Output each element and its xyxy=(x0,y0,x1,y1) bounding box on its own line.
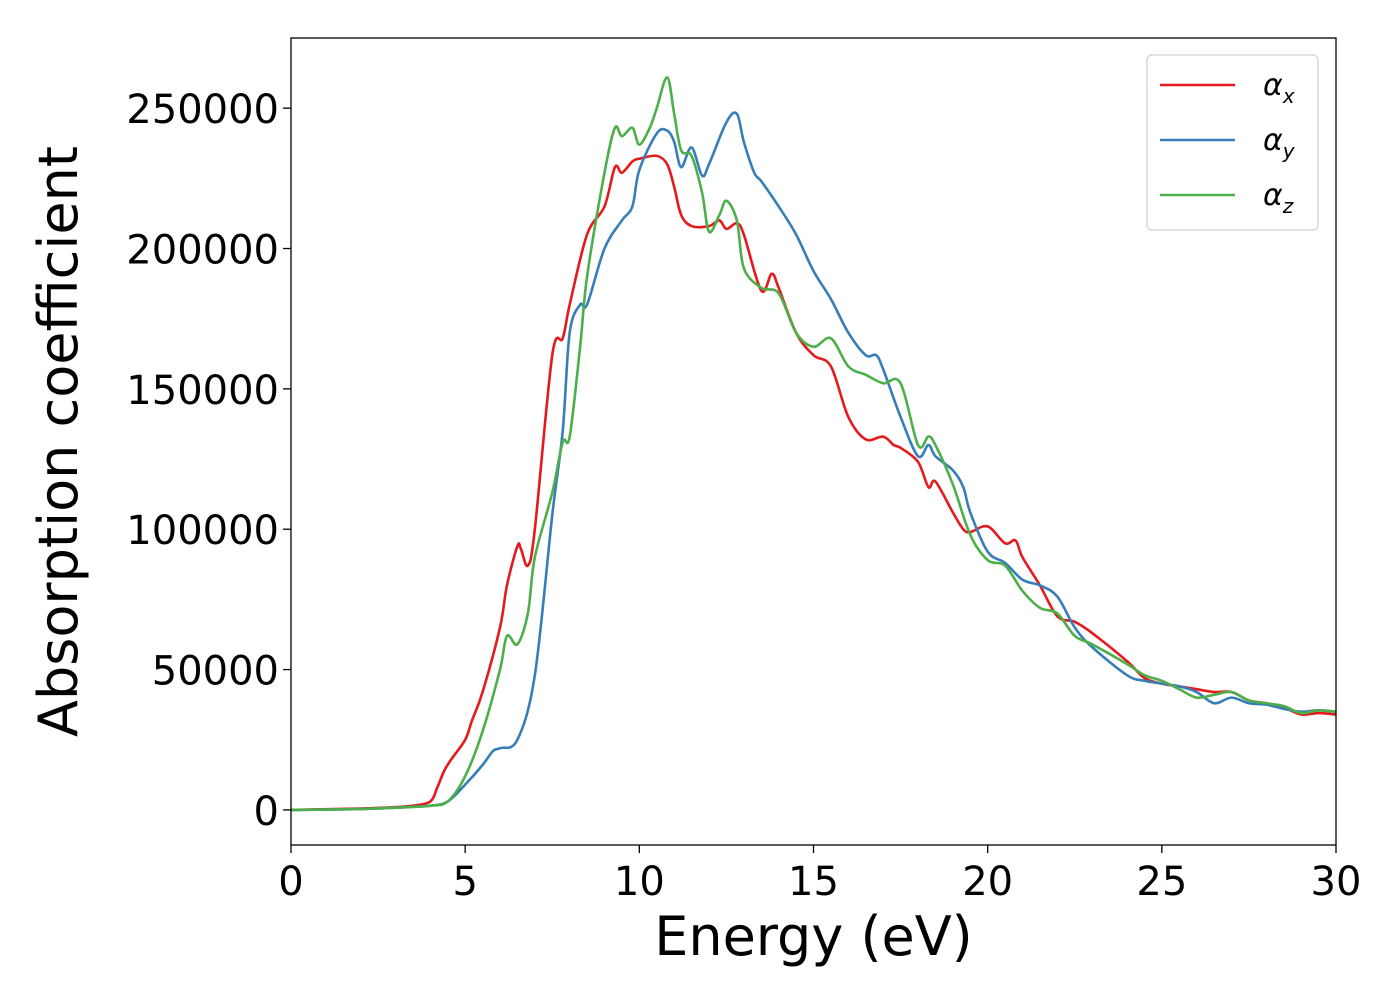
series-line-x xyxy=(291,154,1336,812)
y-axis: 0 50000 100000 150000 200000 250000 xyxy=(126,87,291,835)
legend-label-z: αz xyxy=(1263,178,1294,218)
y-tick-label: 200000 xyxy=(126,228,279,274)
y-axis-title: Absorption coefficient xyxy=(27,146,90,737)
x-tick-label: 20 xyxy=(962,859,1013,905)
y-tick-label: 100000 xyxy=(126,508,279,554)
legend: αx αy αz xyxy=(1146,54,1319,231)
x-tick-label: 10 xyxy=(614,859,665,905)
y-tick-label: 0 xyxy=(254,789,279,835)
y-tick-label: 150000 xyxy=(126,368,279,414)
series-line-z xyxy=(291,75,1336,812)
x-tick-label: 25 xyxy=(1136,859,1187,905)
legend-label-x: αx xyxy=(1263,68,1295,108)
legend-label-y: αy xyxy=(1263,123,1296,163)
legend-box xyxy=(1146,54,1319,231)
x-axis-title: Energy (eV) xyxy=(654,905,973,968)
x-tick-label: 30 xyxy=(1311,859,1362,905)
series-line-y xyxy=(291,111,1336,812)
series-layer xyxy=(291,75,1336,812)
x-axis: 0 5 10 15 20 25 30 xyxy=(278,845,1361,905)
x-tick-label: 0 xyxy=(278,859,303,905)
y-tick-label: 250000 xyxy=(126,87,279,133)
y-tick-label: 50000 xyxy=(152,649,279,695)
x-tick-label: 15 xyxy=(788,859,839,905)
x-tick-label: 5 xyxy=(452,859,477,905)
